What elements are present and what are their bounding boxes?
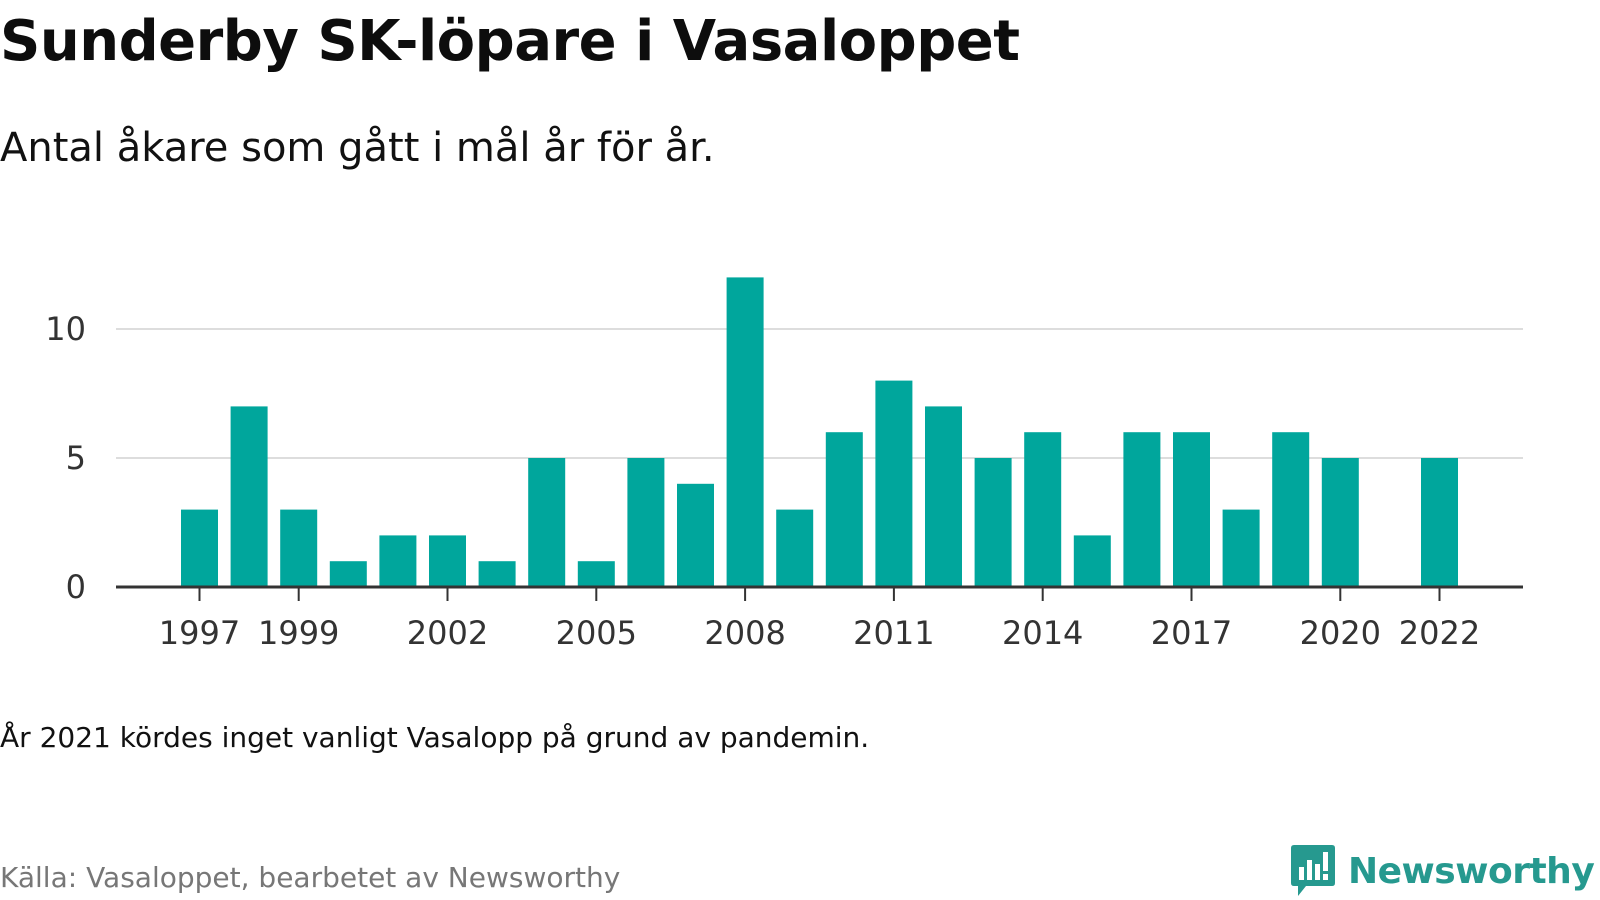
y-tick-label: 10	[45, 310, 86, 348]
bar-chart: 0 5 10 1997 1999 2002 2005 2008 2011 2014 2017 202…	[45, 277, 1523, 652]
bar-2022	[1421, 458, 1458, 587]
bar-2020	[1321, 458, 1359, 587]
bar-2015	[1073, 535, 1111, 587]
x-tick-label: 2005	[556, 614, 637, 652]
newsworthy-brand: Newsworthy	[1290, 843, 1595, 899]
chart-footnote: År 2021 kördes inget vanligt Vasalopp på…	[0, 721, 870, 754]
bar-2006	[627, 458, 665, 587]
bar-2005	[577, 561, 615, 587]
x-tick-label: 2017	[1151, 614, 1232, 652]
bar-2011	[875, 380, 913, 587]
bar-2001	[379, 535, 417, 587]
bar-1999	[280, 509, 318, 587]
bar-2003	[478, 561, 516, 587]
x-tick-label: 2022	[1399, 614, 1480, 652]
x-tick-label: 2014	[1002, 614, 1083, 652]
bar-2014	[1024, 432, 1062, 587]
y-tick-labels: 0 5 10	[45, 310, 86, 606]
y-tick-label: 5	[66, 439, 86, 477]
chart-subtitle: Antal åkare som gått i mål år för år.	[0, 125, 715, 171]
bar-2004	[528, 458, 566, 587]
x-tick-label: 1997	[159, 614, 240, 652]
bar-2017	[1173, 432, 1210, 587]
x-tick-label: 2008	[704, 614, 785, 652]
x-tick-label: 2020	[1300, 614, 1381, 652]
gridlines	[116, 328, 1523, 459]
bars	[181, 277, 1458, 587]
x-tick-label: 2011	[853, 614, 934, 652]
x-tick-label: 1999	[258, 614, 339, 652]
chart-title: Sunderby SK-löpare i Vasaloppet	[0, 9, 1020, 74]
x-tick-labels: 1997 1999 2002 2005 2008 2011 2014 2017 2020 2022	[159, 614, 1480, 652]
bar-2019	[1272, 432, 1310, 587]
bar-2012	[925, 406, 962, 587]
bar-1998	[230, 406, 268, 587]
bar-2013	[974, 458, 1012, 587]
source-credit: Källa: Vasaloppet, bearbetet av Newswort…	[0, 861, 621, 894]
bar-2007	[677, 483, 714, 587]
newsworthy-logo-icon	[1291, 845, 1335, 896]
bar-2008	[726, 277, 764, 587]
x-tick-label: 2002	[407, 614, 488, 652]
bar-2010	[825, 432, 863, 587]
bar-2002	[429, 535, 466, 587]
y-tick-label: 0	[66, 568, 86, 606]
bar-1997	[181, 509, 218, 587]
bar-2016	[1123, 432, 1161, 587]
brand-name: Newsworthy	[1348, 850, 1595, 892]
x-axis	[116, 585, 1523, 601]
bar-2018	[1222, 509, 1260, 587]
bar-2009	[776, 509, 814, 587]
bar-2000	[329, 561, 367, 587]
